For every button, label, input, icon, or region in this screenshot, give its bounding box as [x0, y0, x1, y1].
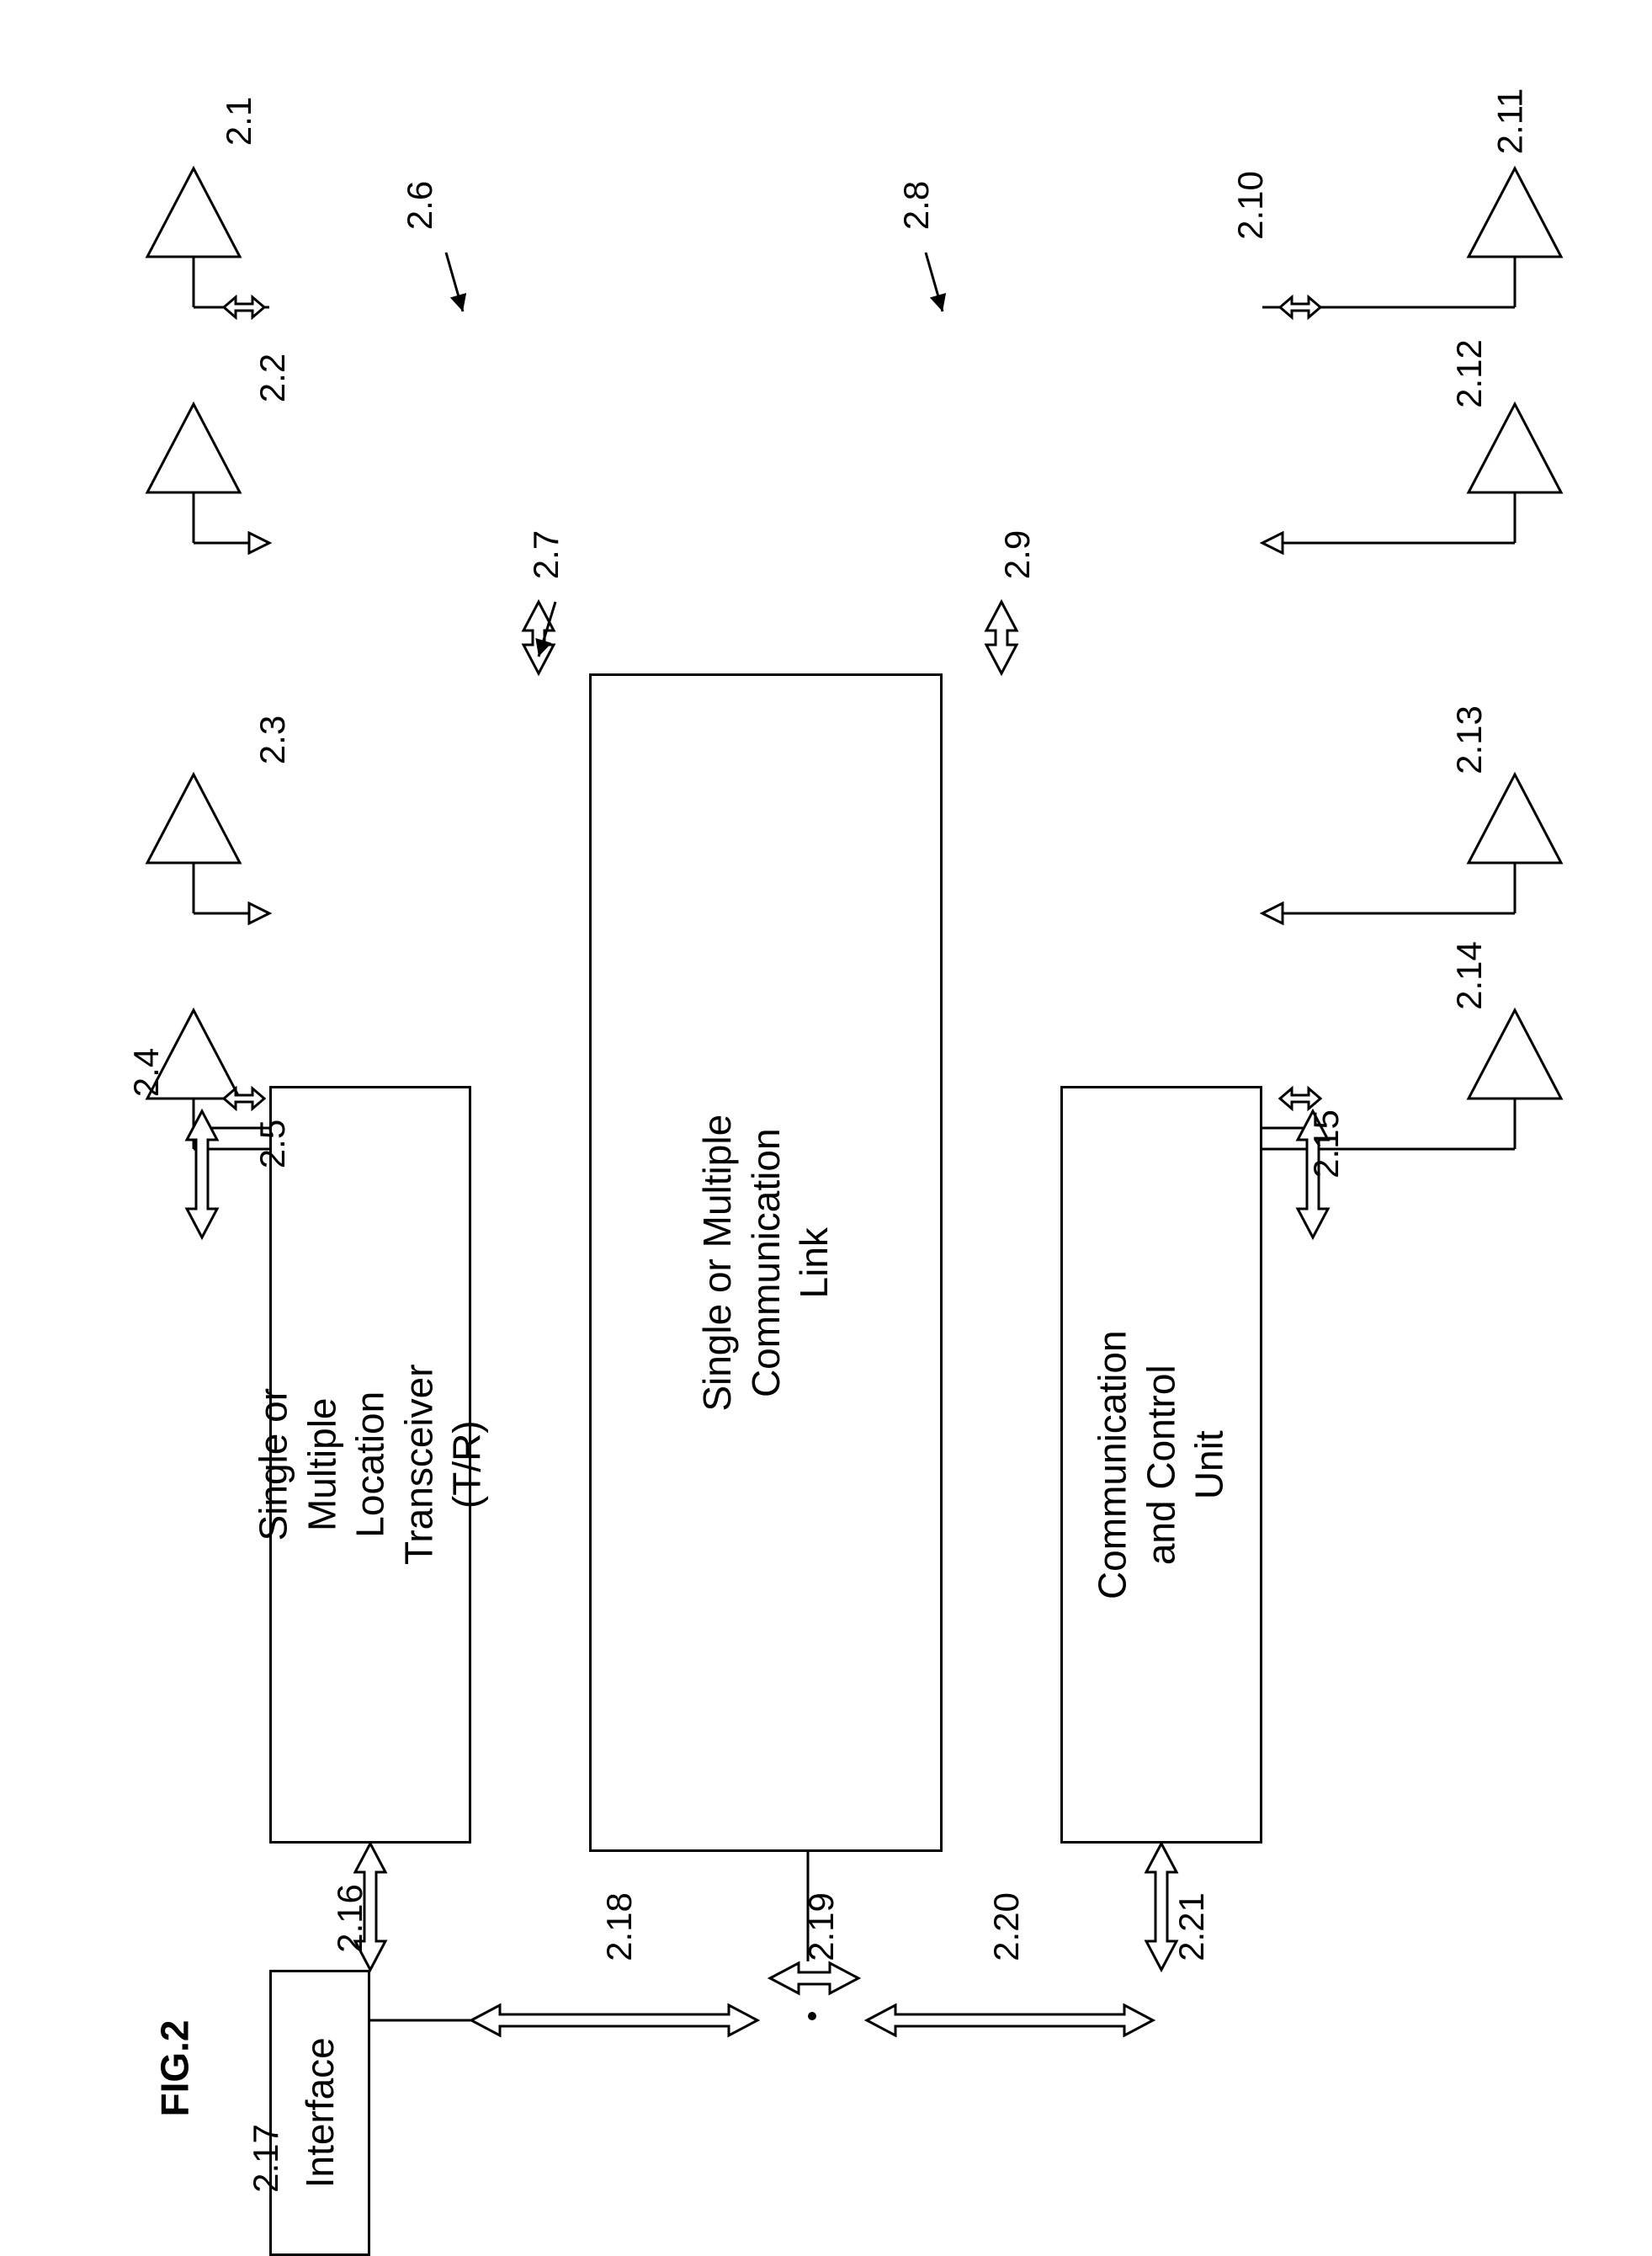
- label-2-6: 2.6: [400, 181, 440, 230]
- label-2-18: 2.18: [599, 1892, 640, 1961]
- label-2-11: 2.11: [1490, 88, 1530, 155]
- label-2-20: 2.20: [986, 1892, 1027, 1961]
- label-2-8: 2.8: [896, 181, 937, 230]
- label-2-9: 2.9: [997, 530, 1038, 579]
- diagram-page: Single or Multiple Location Transceiver …: [0, 0, 1652, 2228]
- label-2-17: 2.17: [246, 2124, 286, 2193]
- label-2-12: 2.12: [1449, 339, 1490, 408]
- label-2-16: 2.16: [330, 1884, 370, 1953]
- label-2-3: 2.3: [252, 716, 293, 764]
- label-2-10: 2.10: [1230, 171, 1271, 240]
- figure-label: FIG.2: [152, 2019, 198, 2116]
- label-2-4: 2.4: [126, 1048, 167, 1097]
- label-2-21: 2.21: [1171, 1892, 1212, 1961]
- label-2-2: 2.2: [252, 354, 293, 402]
- label-2-13: 2.13: [1449, 705, 1490, 774]
- label-2-1: 2.1: [219, 97, 259, 146]
- label-2-14: 2.14: [1449, 941, 1490, 1010]
- label-2-7: 2.7: [526, 530, 566, 579]
- label-2-5: 2.5: [252, 1120, 293, 1168]
- label-2-15: 2.15: [1306, 1109, 1347, 1179]
- label-2-19: 2.19: [801, 1892, 842, 1961]
